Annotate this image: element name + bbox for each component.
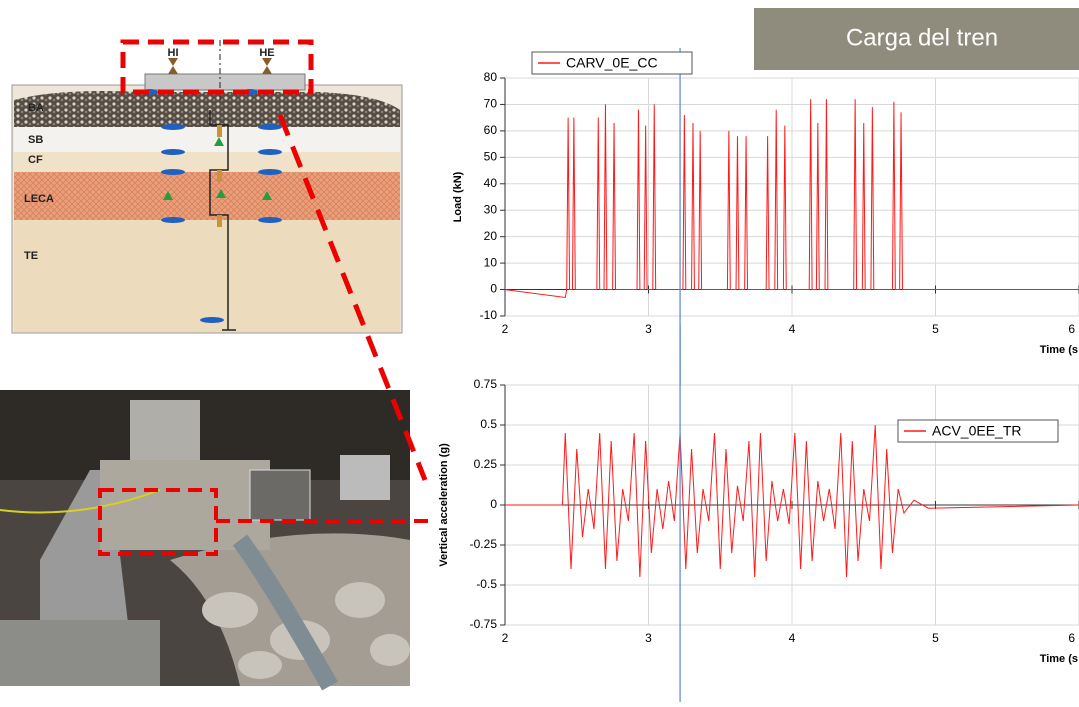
legend-label: CARV_0E_CC: [566, 55, 658, 71]
y-tick-label: 0.75: [474, 377, 498, 391]
y-tick-label: -0.25: [470, 537, 498, 551]
legend-label: ACV_0EE_TR: [932, 423, 1021, 439]
y-tick-label: 30: [484, 202, 498, 216]
y-tick-label: 0: [490, 497, 497, 511]
plot: [505, 424, 1079, 578]
x-tick-label: 2: [502, 322, 509, 336]
label-sb: SB: [28, 134, 43, 146]
y-tick-label: 50: [484, 150, 498, 164]
y-axis-label: Load (kN): [452, 171, 464, 222]
label-cf: CF: [28, 154, 43, 166]
x-tick-label: 6: [1068, 631, 1075, 645]
x-tick-label: 6: [1068, 322, 1075, 336]
x-axis-label: Time (s: [1040, 653, 1078, 665]
legend-box: [897, 419, 1059, 443]
zoom-line: [277, 114, 428, 481]
legend-box: [531, 51, 693, 75]
y-tick-label: 80: [484, 70, 498, 84]
y-tick-label: 0: [490, 282, 497, 296]
header-box: [754, 8, 1079, 70]
x-tick-label: 3: [645, 322, 652, 336]
data-line: [505, 99, 1079, 299]
x-tick-label: 2: [502, 631, 509, 645]
x-tick-label: 3: [645, 631, 652, 645]
label-te: TE: [24, 250, 38, 262]
chart: -0.75 -0.5 -0.25 0 0.25 0.5 0.75 2 3 4 5 6 Time (s Ve…: [438, 325, 1079, 702]
photo: [0, 390, 430, 691]
x-tick-label: 5: [932, 322, 939, 336]
y-tick-label: 0.5: [480, 417, 497, 431]
y-tick-label: 20: [484, 229, 498, 243]
x-tick-label: 4: [789, 322, 796, 336]
y-tick-label: 10: [484, 255, 498, 269]
chart: -10 0 10 20 30 40 50 60 70 80 2 3 4 5 6 Time (s Load (kN…: [452, 48, 1079, 386]
data-line: [505, 424, 1079, 578]
x-tick-label: 4: [789, 631, 796, 645]
plot: [505, 99, 1079, 299]
y-tick-label: 40: [484, 176, 498, 190]
y-tick-label: -0.75: [470, 617, 498, 631]
label-leca: LECA: [24, 193, 54, 205]
label-he: HE: [259, 47, 274, 59]
header-title: Carga del tren: [846, 24, 998, 51]
y-axis-label: Vertical acceleration (g): [438, 443, 450, 567]
y-tick-label: 70: [484, 97, 498, 111]
y-tick-label: 60: [484, 123, 498, 137]
y-tick-label: -10: [480, 308, 498, 322]
x-axis-label: Time (s: [1040, 344, 1078, 356]
x-tick-label: 5: [932, 631, 939, 645]
y-tick-label: -0.5: [476, 577, 497, 591]
label-hi: HI: [168, 47, 179, 59]
y-tick-label: 0.25: [474, 457, 498, 471]
label-ba: BA: [28, 102, 44, 114]
layer-diagram: HI HE BA SB CF LECA TE: [11, 39, 403, 334]
